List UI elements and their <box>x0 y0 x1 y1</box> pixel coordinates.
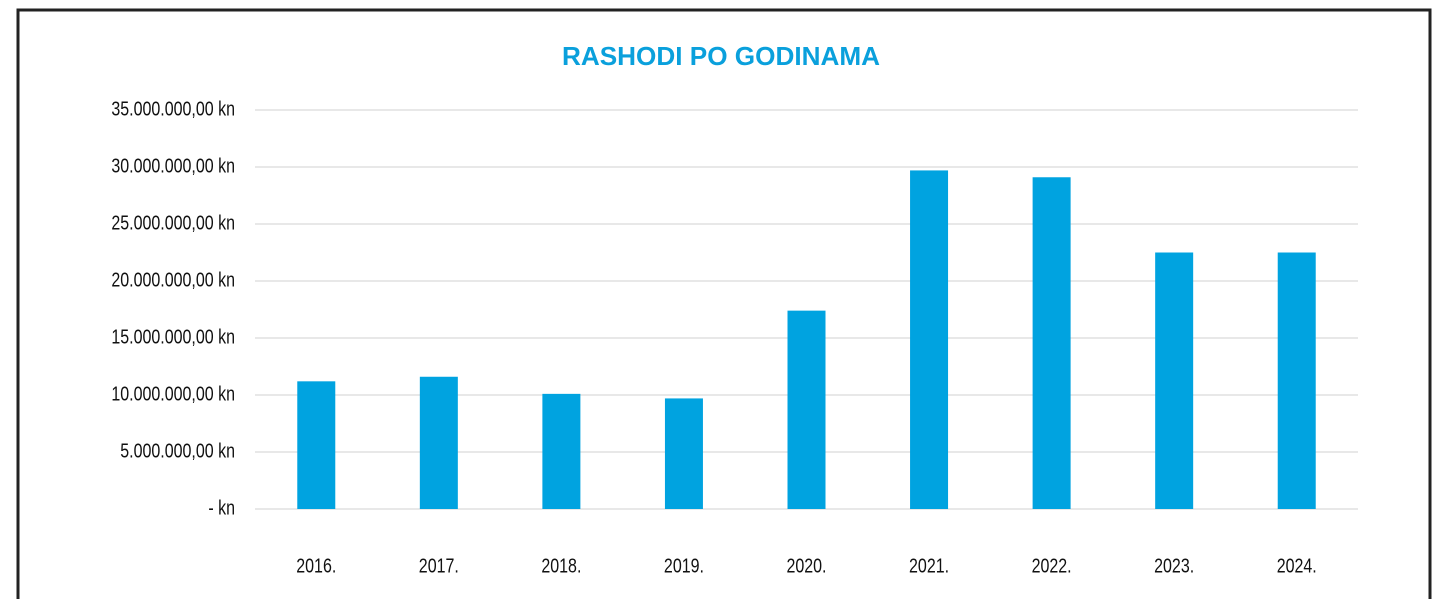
y-tick-label: - kn <box>208 497 235 519</box>
chart-frame <box>16 8 1432 599</box>
x-tick-label: 2017. <box>419 555 459 577</box>
x-tick-label: 2018. <box>541 555 581 577</box>
x-tick-label: 2024. <box>1277 555 1317 577</box>
x-tick-label: 2019. <box>664 555 704 577</box>
bar <box>1032 177 1071 509</box>
y-tick-label: 30.000.000,00 kn <box>111 155 235 177</box>
y-tick-label: 15.000.000,00 kn <box>111 326 235 348</box>
bar <box>787 310 826 509</box>
y-tick-label: 20.000.000,00 kn <box>111 269 235 291</box>
x-tick-label: 2022. <box>1032 555 1072 577</box>
y-tick-label: 25.000.000,00 kn <box>111 212 235 234</box>
bar <box>1155 252 1194 509</box>
x-tick-label: 2021. <box>909 555 949 577</box>
chart-title: RASHODI PO GODINAMA <box>562 41 880 71</box>
x-tick-label: 2016. <box>296 555 336 577</box>
y-tick-label: 5.000.000,00 kn <box>120 440 235 462</box>
bar <box>910 170 949 510</box>
bar <box>297 381 336 509</box>
y-tick-label: 35.000.000,00 kn <box>111 98 235 120</box>
y-tick-label: 10.000.000,00 kn <box>111 383 235 405</box>
bar <box>664 398 703 509</box>
bar <box>542 393 581 509</box>
bar <box>419 376 458 509</box>
bar <box>1277 252 1316 509</box>
x-tick-label: 2020. <box>786 555 826 577</box>
x-tick-label: 2023. <box>1154 555 1194 577</box>
